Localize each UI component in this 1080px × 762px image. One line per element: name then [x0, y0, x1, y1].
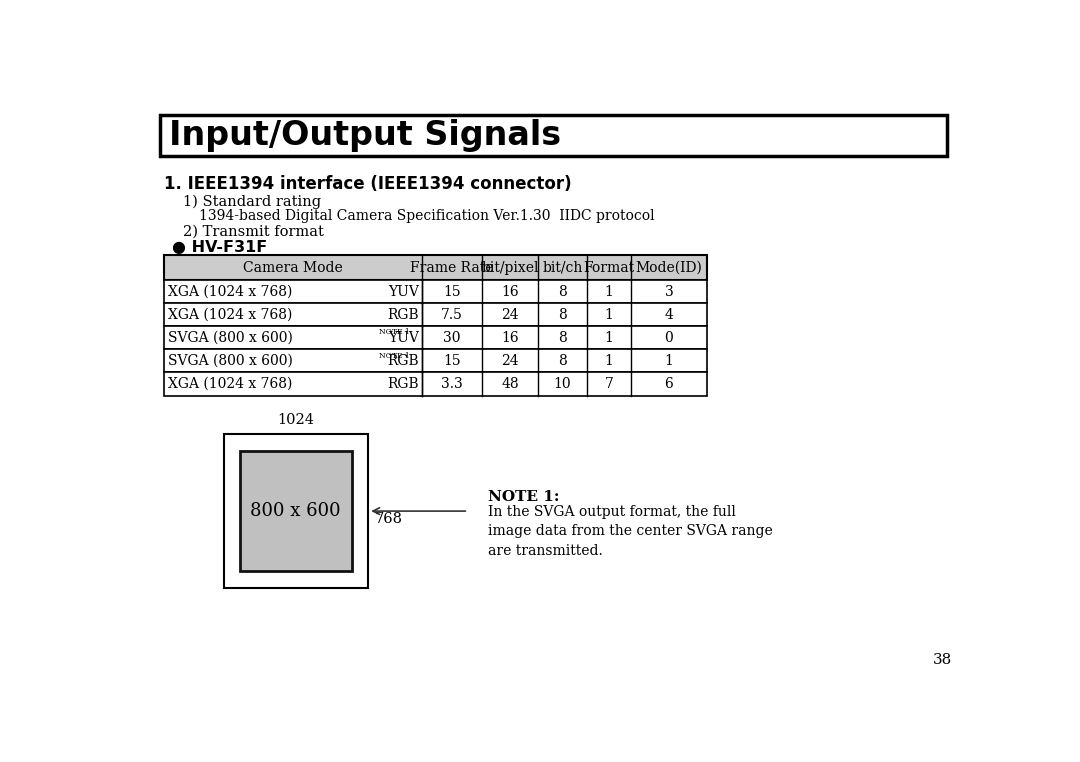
Text: 16: 16 — [501, 331, 518, 345]
Text: 1) Standard rating: 1) Standard rating — [183, 194, 321, 209]
Text: Mode(ID): Mode(ID) — [635, 261, 702, 275]
Bar — [225, 434, 367, 588]
Text: 15: 15 — [443, 354, 461, 368]
Text: 0: 0 — [664, 331, 673, 345]
Text: 2) Transmit format: 2) Transmit format — [183, 225, 324, 239]
Text: 1: 1 — [664, 354, 674, 368]
Text: 4: 4 — [664, 308, 674, 322]
Text: 16: 16 — [501, 285, 518, 299]
Text: 10: 10 — [554, 377, 571, 391]
Text: 8: 8 — [558, 285, 567, 299]
Bar — [164, 255, 707, 280]
Text: YUV: YUV — [388, 331, 419, 345]
Text: RGB: RGB — [387, 308, 419, 322]
Text: 1: 1 — [605, 308, 613, 322]
Text: 1394-based Digital Camera Specification Ver.1.30  IIDC protocol: 1394-based Digital Camera Specification … — [199, 210, 654, 223]
Bar — [164, 303, 707, 326]
Text: 6: 6 — [664, 377, 673, 391]
Text: bit/pixel: bit/pixel — [482, 261, 539, 275]
Text: YUV: YUV — [388, 285, 419, 299]
Text: 24: 24 — [501, 308, 518, 322]
Text: 8: 8 — [558, 354, 567, 368]
Bar — [164, 326, 707, 350]
Bar — [240, 451, 352, 572]
Text: 768: 768 — [375, 512, 403, 526]
Text: 3: 3 — [664, 285, 673, 299]
Text: 3.3: 3.3 — [441, 377, 463, 391]
Text: 24: 24 — [501, 354, 518, 368]
Text: Input/Output Signals: Input/Output Signals — [170, 119, 562, 152]
Text: XGA (1024 x 768): XGA (1024 x 768) — [167, 377, 292, 391]
Text: In the SVGA output format, the full
image data from the center SVGA range
are tr: In the SVGA output format, the full imag… — [488, 505, 772, 558]
Text: 800 x 600: 800 x 600 — [251, 502, 341, 520]
Text: bit/ch: bit/ch — [542, 261, 582, 275]
Text: NOTE 1: NOTE 1 — [379, 351, 410, 360]
Text: 1: 1 — [605, 354, 613, 368]
Text: NOTE 1: NOTE 1 — [379, 328, 410, 337]
Text: RGB: RGB — [387, 377, 419, 391]
Text: RGB: RGB — [387, 354, 419, 368]
Text: 8: 8 — [558, 308, 567, 322]
Text: 8: 8 — [558, 331, 567, 345]
Text: Format: Format — [583, 261, 634, 275]
Text: SVGA (800 x 600): SVGA (800 x 600) — [167, 331, 293, 345]
Text: Frame Rate: Frame Rate — [410, 261, 494, 275]
Text: XGA (1024 x 768): XGA (1024 x 768) — [167, 285, 292, 299]
Bar — [164, 350, 707, 373]
Text: 1: 1 — [605, 331, 613, 345]
Text: 1024: 1024 — [278, 413, 314, 427]
Bar — [164, 373, 707, 395]
Text: 15: 15 — [443, 285, 461, 299]
Text: SVGA (800 x 600): SVGA (800 x 600) — [167, 354, 293, 368]
Text: 48: 48 — [501, 377, 518, 391]
Text: 1: 1 — [605, 285, 613, 299]
Text: XGA (1024 x 768): XGA (1024 x 768) — [167, 308, 292, 322]
Text: 7.5: 7.5 — [441, 308, 463, 322]
Text: ● HV-F31F: ● HV-F31F — [172, 240, 268, 255]
Text: 30: 30 — [443, 331, 461, 345]
Text: 38: 38 — [933, 653, 953, 667]
Bar — [160, 114, 947, 156]
Text: NOTE 1:: NOTE 1: — [488, 489, 559, 504]
Text: 1. IEEE1394 interface (IEEE1394 connector): 1. IEEE1394 interface (IEEE1394 connecto… — [164, 174, 572, 193]
Text: Camera Mode: Camera Mode — [243, 261, 343, 275]
Bar — [164, 255, 707, 280]
Bar — [164, 280, 707, 303]
Text: 7: 7 — [605, 377, 613, 391]
